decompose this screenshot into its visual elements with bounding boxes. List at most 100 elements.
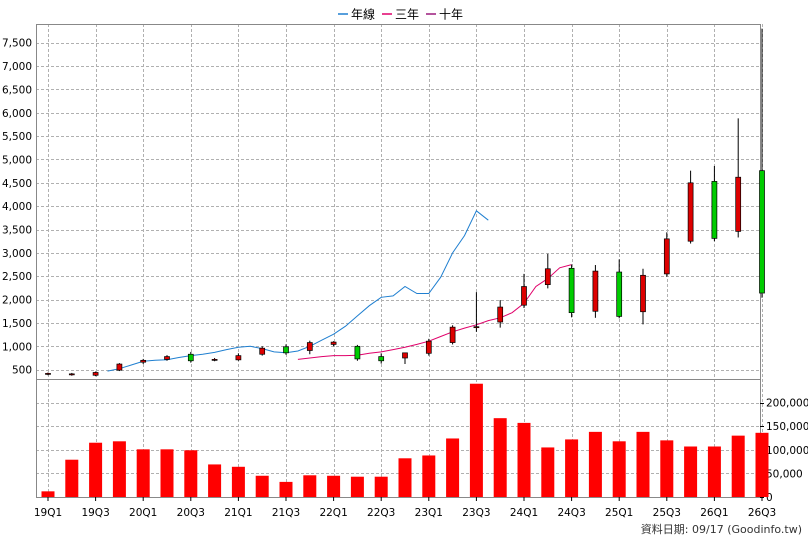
candle-body — [354, 345, 361, 360]
candle-body — [616, 271, 623, 317]
volume-bar — [541, 447, 555, 497]
data-date-footer: 資料日期: 09/17 (Goodinfo.tw) — [640, 523, 802, 536]
candle-body — [544, 268, 551, 285]
candlestick — [187, 351, 194, 363]
candle-body — [235, 355, 242, 361]
candle-body — [568, 267, 575, 314]
x-tick-label: 24Q3 — [557, 507, 585, 519]
volume-bar — [565, 439, 579, 497]
volume-bar — [208, 464, 222, 497]
volume-bar — [136, 449, 150, 497]
candlestick — [425, 338, 432, 356]
candle-body — [759, 170, 765, 294]
volume-bar — [517, 422, 531, 497]
price-tick-label: 5,500 — [2, 131, 32, 143]
volume-bar — [707, 446, 721, 497]
volume-bar — [398, 458, 412, 497]
x-tick-label: 26Q3 — [748, 507, 776, 519]
volume-tick-label: 0 — [766, 492, 773, 504]
volume-bar — [327, 475, 341, 497]
price-tick-label: 4,500 — [2, 178, 32, 190]
moving-average-line — [297, 264, 572, 360]
candlestick — [140, 358, 147, 365]
candle-body — [140, 359, 147, 363]
volume-bar — [160, 449, 174, 497]
candlestick — [378, 353, 385, 364]
candlestick — [116, 363, 123, 372]
candlestick — [402, 352, 408, 365]
candle-body — [330, 341, 337, 345]
candle-body — [92, 372, 99, 376]
candlestick — [45, 372, 51, 376]
candle-body — [497, 306, 504, 323]
volume-bar — [588, 431, 602, 497]
candle-body — [68, 373, 75, 376]
price-tick-label: 1,500 — [2, 318, 32, 330]
volume-bar — [279, 481, 293, 497]
candlestick — [759, 28, 765, 298]
price-tick-label: 5,000 — [2, 154, 32, 166]
volume-bar — [41, 491, 55, 497]
candle-body — [187, 353, 194, 362]
x-tick-label: 20Q3 — [177, 507, 205, 519]
candlestick — [663, 232, 670, 277]
moving-average-line — [107, 210, 489, 372]
candle-body — [592, 270, 599, 312]
candlestick — [259, 346, 266, 356]
candlestick — [92, 371, 99, 377]
x-tick-label: 22Q1 — [319, 507, 347, 519]
volume-bar — [374, 476, 388, 497]
candlestick — [283, 344, 289, 355]
candlestick — [640, 268, 646, 325]
price-tick-label: 3,000 — [2, 248, 32, 260]
price-tick-label: 6,000 — [2, 108, 32, 120]
volume-tick-label: 100,000 — [766, 445, 808, 457]
volume-bar — [731, 435, 745, 497]
candlestick — [568, 264, 575, 318]
candlestick — [687, 170, 694, 244]
candlestick — [497, 300, 504, 328]
x-tick-label: 26Q1 — [700, 507, 728, 519]
price-panel-frame — [36, 24, 761, 380]
volume-tick-label: 150,000 — [766, 421, 808, 433]
volume-bar — [755, 432, 769, 497]
candle-body — [211, 359, 218, 361]
volume-bar — [446, 438, 460, 497]
x-tick-label: 21Q3 — [272, 507, 300, 519]
candlestick — [330, 341, 337, 347]
volume-bar — [231, 466, 245, 497]
volume-bar — [660, 440, 674, 497]
volume-bar — [636, 431, 650, 497]
candlestick — [521, 273, 527, 308]
x-tick-label: 23Q3 — [462, 507, 490, 519]
x-tick-label: 19Q3 — [81, 507, 109, 519]
candlestick — [354, 344, 361, 361]
x-tick-label: 25Q3 — [653, 507, 681, 519]
candle-body — [735, 176, 742, 232]
grid-lines — [36, 24, 763, 497]
volume-bar — [684, 446, 698, 497]
x-tick-label: 19Q1 — [34, 507, 62, 519]
candle-body — [663, 238, 670, 275]
price-tick-label: 4,000 — [2, 201, 32, 213]
candle-body — [164, 356, 170, 360]
volume-bar — [350, 476, 364, 497]
volume-bar — [255, 475, 269, 497]
candle-body — [116, 363, 123, 371]
candlestick — [211, 357, 218, 362]
candlestick — [735, 118, 742, 238]
legend-label: 年線 — [351, 7, 375, 22]
candlestick — [68, 372, 75, 376]
price-tick-label: 3,500 — [2, 225, 32, 237]
volume-tick-label: 50,000 — [766, 468, 803, 480]
candlestick — [592, 265, 599, 318]
price-tick-label: 1,000 — [2, 341, 32, 353]
legend-label: 十年 — [439, 8, 463, 22]
candle-body — [283, 346, 289, 354]
volume-bar — [184, 450, 198, 497]
volume-bar — [469, 383, 483, 497]
volume-bar — [65, 459, 79, 497]
candlestick — [544, 253, 551, 289]
